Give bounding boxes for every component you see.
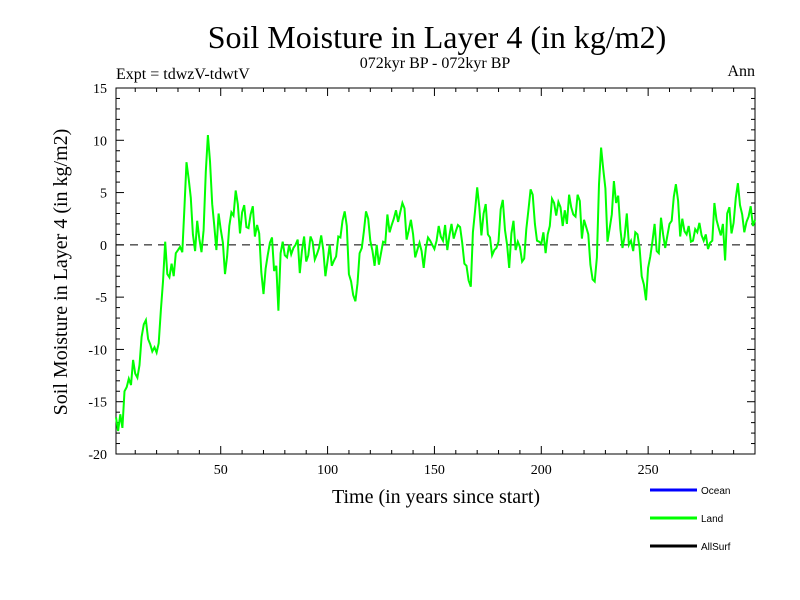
legend: Ocean Land AllSurf [650,486,731,553]
legend-label: AllSurf [701,542,731,553]
x-tick-label: 100 [317,463,338,478]
y-tick-label: -15 [88,396,107,411]
y-tick-label: -20 [88,448,107,463]
legend-label: Land [701,514,723,525]
series-line-land [115,135,756,432]
period-label: Ann [727,63,755,80]
chart-subtitle: 072kyr BP - 072kyr BP [360,55,511,72]
y-tick-label: -10 [88,343,107,358]
x-tick-label: 50 [214,463,228,478]
expt-label: Expt = tdwzV-tdwtV [116,66,250,83]
chart-title: Soil Moisture in Layer 4 (in kg/m2) [208,19,667,55]
x-axis-label: Time (in years since start) [332,486,540,508]
y-tick-label: 5 [100,187,107,202]
y-tick-label: 0 [100,239,107,254]
y-axis-label: Soil Moisture in Layer 4 (in kg/m2) [50,129,72,416]
y-tick-label: -5 [95,291,107,306]
x-tick-label: 150 [424,463,445,478]
plot-frame [115,87,756,455]
legend-label: Ocean [701,486,730,497]
y-tick-label: 15 [93,82,107,97]
axis-ticks: -20 -15 -10 -5 0 5 10 15 50 100 150 200 250 [88,82,755,478]
y-tick-label: 10 [93,134,107,149]
x-tick-label: 250 [638,463,659,478]
x-tick-label: 200 [531,463,552,478]
